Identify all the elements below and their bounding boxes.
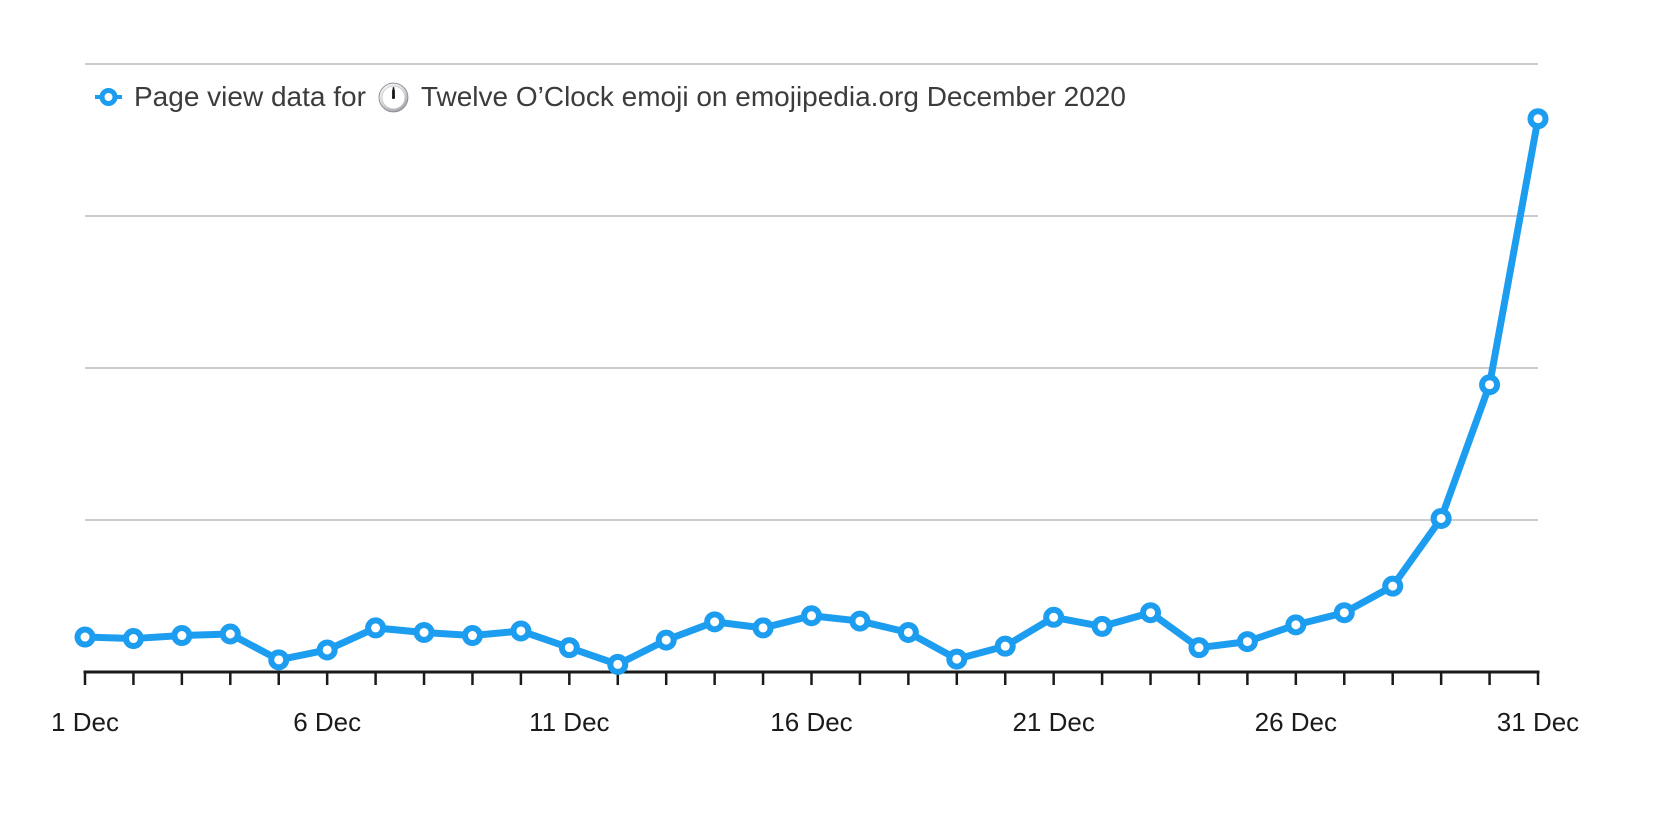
chart-legend: Page view data for Twelve O’Clock emoji … — [95, 81, 1126, 113]
data-point-marker — [946, 648, 968, 670]
x-axis-label: 26 Dec — [1255, 707, 1337, 737]
data-point-marker — [171, 625, 193, 647]
data-point-marker — [897, 621, 919, 643]
data-point-marker — [704, 611, 726, 633]
data-point-marker — [994, 635, 1016, 657]
data-point-marker — [1091, 615, 1113, 637]
x-axis-label: 6 Dec — [293, 707, 361, 737]
data-line — [81, 115, 1542, 668]
data-point-marker — [849, 610, 871, 632]
data-point-marker — [1236, 631, 1258, 653]
legend-label-after: Twelve O’Clock emoji on emojipedia.org D… — [420, 81, 1126, 112]
x-axis-label: 16 Dec — [770, 707, 852, 737]
data-point-marker — [752, 617, 774, 639]
data-point-marker — [655, 629, 677, 651]
data-point-marker — [74, 626, 96, 648]
data-point-marker — [801, 605, 822, 627]
data-point-marker — [1140, 602, 1162, 624]
data-point-marker — [1382, 575, 1404, 597]
x-axis-label: 1 Dec — [51, 707, 119, 737]
data-point-marker — [1430, 507, 1452, 529]
data-point-marker — [316, 639, 338, 661]
x-axis-label: 11 Dec — [529, 707, 609, 737]
data-point-marker — [1333, 602, 1355, 624]
data-point-marker — [122, 628, 144, 650]
data-point-marker — [413, 621, 435, 643]
data-point-marker — [510, 620, 532, 642]
data-point-marker — [365, 617, 387, 639]
data-point-marker — [461, 625, 483, 647]
data-point-marker — [1285, 614, 1307, 636]
legend-label-before: Page view data for — [134, 81, 366, 112]
twelve-oclock-emoji-icon — [378, 82, 409, 113]
x-axis-label: 21 Dec — [1012, 707, 1094, 737]
data-point-marker — [219, 623, 241, 645]
x-axis-label: 31 Dec — [1497, 707, 1579, 737]
data-point-marker — [1479, 374, 1501, 396]
legend-series-marker-icon — [95, 86, 122, 108]
data-point-marker — [1527, 108, 1549, 130]
data-point-marker — [1043, 606, 1065, 628]
data-point-marker — [558, 637, 580, 659]
data-point-marker — [268, 649, 290, 671]
data-point-marker — [1188, 637, 1210, 659]
data-point-marker — [607, 653, 629, 675]
